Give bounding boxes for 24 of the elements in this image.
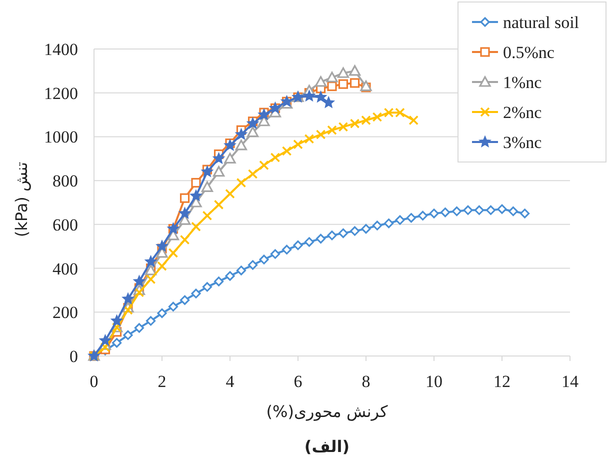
- x-tick-label: 2: [158, 372, 166, 391]
- text: (الف): [304, 437, 350, 456]
- x-axis-title: کرنش محوری(%): [266, 402, 388, 421]
- x-tick-label: 8: [362, 372, 370, 391]
- x-tick-label: 4: [226, 372, 235, 391]
- y-tick-label: 1400: [44, 40, 78, 59]
- x-tick-label: 0: [90, 372, 98, 391]
- y-tick-label: 800: [52, 172, 78, 191]
- legend-label: 0.5%nc: [503, 43, 555, 62]
- x-tick-label: 6: [294, 372, 302, 391]
- legend-label: 2%nc: [503, 103, 542, 122]
- x-tick-label: 14: [562, 372, 579, 391]
- legend-label: 1%nc: [503, 73, 542, 92]
- y-axis-title: تنش (kPa): [12, 162, 31, 238]
- y-tick-label: 400: [52, 259, 78, 278]
- y-tick-label: 600: [52, 215, 78, 234]
- legend-label: natural soil: [503, 13, 580, 32]
- y-tick-label: 0: [70, 347, 78, 366]
- y-tick-label: 200: [52, 303, 78, 322]
- y-tick-label: 1000: [44, 128, 78, 147]
- x-tick-label: 12: [494, 372, 510, 391]
- legend-label: 3%nc: [503, 133, 542, 152]
- y-tick-label: 1200: [44, 84, 78, 103]
- x-tick-label: 10: [426, 372, 442, 391]
